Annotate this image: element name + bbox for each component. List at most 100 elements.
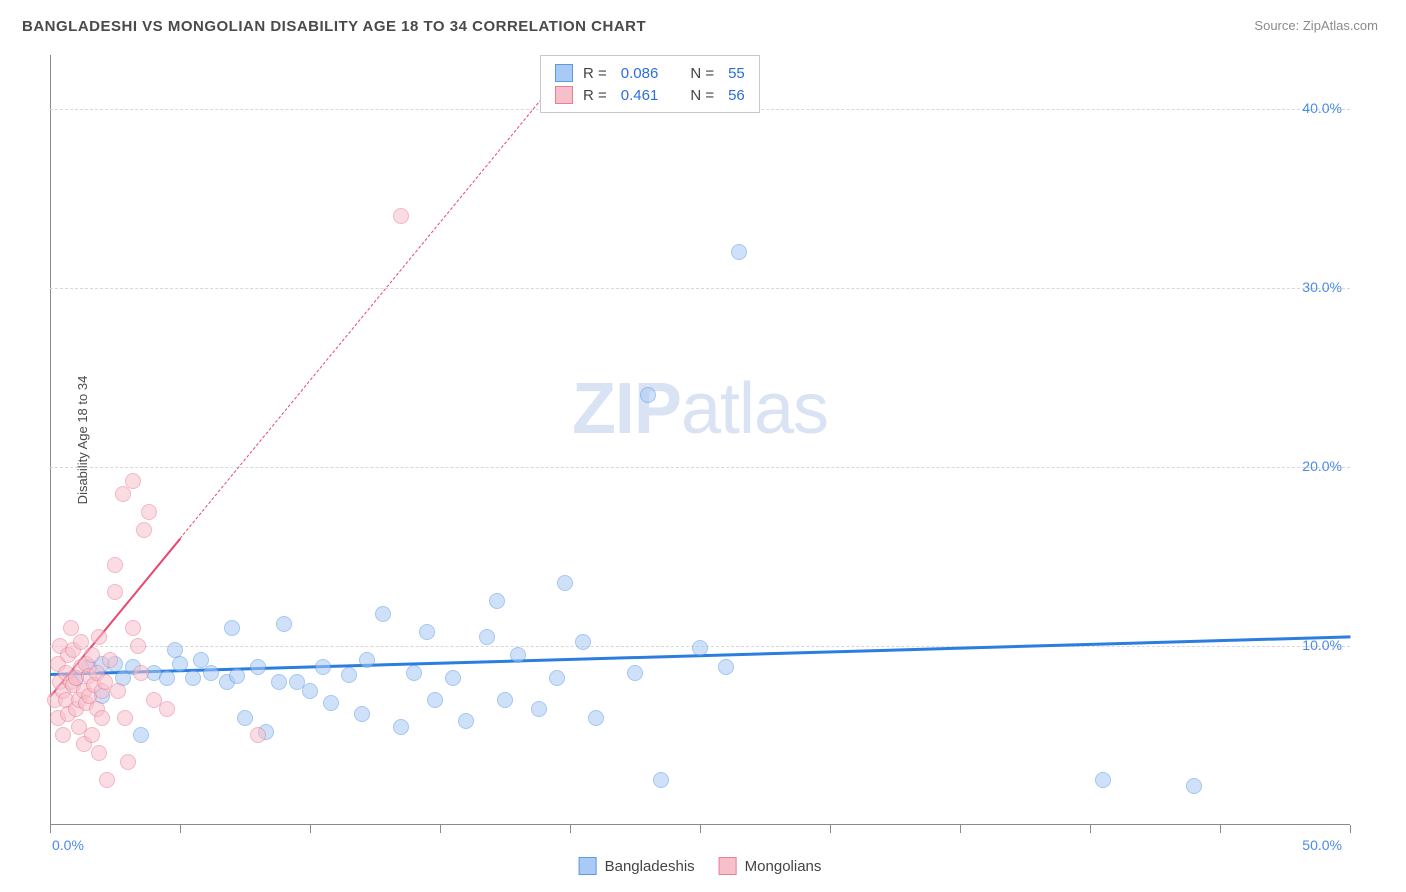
data-point-bangladeshis [479,629,495,645]
x-tick-mark [440,825,441,833]
data-point-bangladeshis [393,719,409,735]
x-tick-mark [180,825,181,833]
data-point-bangladeshis [229,668,245,684]
data-point-bangladeshis [458,713,474,729]
swatch-bangladeshis [555,64,573,82]
data-point-bangladeshis [237,710,253,726]
series-legend: Bangladeshis Mongolians [579,857,822,875]
data-point-bangladeshis [323,695,339,711]
x-tick-label: 0.0% [52,837,84,853]
swatch-mongolians [719,857,737,875]
data-point-bangladeshis [627,665,643,681]
data-point-mongolians [107,557,123,573]
chart-area: Disability Age 18 to 34 ZIPatlas 10.0%20… [50,55,1350,825]
data-point-mongolians [84,647,100,663]
data-point-bangladeshis [172,656,188,672]
data-point-bangladeshis [731,244,747,260]
source-attribution: Source: ZipAtlas.com [1254,18,1378,33]
data-point-bangladeshis [159,670,175,686]
data-point-bangladeshis [315,659,331,675]
n-label: N = [690,65,714,82]
x-tick-mark [960,825,961,833]
data-point-bangladeshis [1186,778,1202,794]
x-tick-mark [830,825,831,833]
data-point-mongolians [133,665,149,681]
data-point-mongolians [55,727,71,743]
data-point-mongolians [141,504,157,520]
x-tick-mark [1090,825,1091,833]
data-point-bangladeshis [575,634,591,650]
data-point-mongolians [107,584,123,600]
data-point-mongolians [125,473,141,489]
data-point-mongolians [120,754,136,770]
data-point-bangladeshis [489,593,505,609]
data-point-bangladeshis [718,659,734,675]
x-tick-mark [1350,825,1351,833]
data-point-bangladeshis [653,772,669,788]
data-point-mongolians [63,620,79,636]
stats-legend: R = 0.086 N = 55 R = 0.461 N = 56 [540,55,760,113]
data-point-mongolians [159,701,175,717]
data-point-bangladeshis [224,620,240,636]
y-tick-label: 30.0% [1302,279,1342,295]
plot-area: 10.0%20.0%30.0%40.0%0.0%50.0% [50,55,1350,825]
swatch-mongolians [555,86,573,104]
source-value: ZipAtlas.com [1303,18,1378,33]
data-point-bangladeshis [419,624,435,640]
data-point-bangladeshis [557,575,573,591]
gridline-h [50,467,1350,468]
legend-label-mongolians: Mongolians [745,858,822,875]
x-tick-mark [570,825,571,833]
data-point-mongolians [91,629,107,645]
data-point-mongolians [125,620,141,636]
swatch-bangladeshis [579,857,597,875]
x-tick-mark [700,825,701,833]
legend-item-bangladeshis: Bangladeshis [579,857,695,875]
data-point-bangladeshis [250,659,266,675]
x-tick-mark [50,825,51,833]
data-point-bangladeshis [185,670,201,686]
y-tick-label: 40.0% [1302,100,1342,116]
data-point-bangladeshis [302,683,318,699]
data-point-bangladeshis [531,701,547,717]
data-point-bangladeshis [359,652,375,668]
legend-label-bangladeshis: Bangladeshis [605,858,695,875]
n-value-mongolians: 56 [728,87,745,104]
data-point-mongolians [250,727,266,743]
y-axis-line [50,55,51,825]
data-point-bangladeshis [510,647,526,663]
data-point-bangladeshis [1095,772,1111,788]
x-tick-mark [1220,825,1221,833]
data-point-mongolians [84,727,100,743]
data-point-bangladeshis [276,616,292,632]
n-label: N = [690,87,714,104]
data-point-bangladeshis [497,692,513,708]
data-point-mongolians [91,745,107,761]
data-point-bangladeshis [692,640,708,656]
r-label: R = [583,87,607,104]
data-point-bangladeshis [341,667,357,683]
data-point-mongolians [102,652,118,668]
r-label: R = [583,65,607,82]
data-point-mongolians [117,710,133,726]
data-point-bangladeshis [588,710,604,726]
legend-item-mongolians: Mongolians [719,857,822,875]
data-point-bangladeshis [445,670,461,686]
x-tick-label: 50.0% [1302,837,1342,853]
n-value-bangladeshis: 55 [728,65,745,82]
source-label: Source: [1254,18,1299,33]
data-point-bangladeshis [203,665,219,681]
data-point-mongolians [110,683,126,699]
gridline-h [50,288,1350,289]
data-point-bangladeshis [354,706,370,722]
data-point-bangladeshis [549,670,565,686]
data-point-bangladeshis [640,387,656,403]
data-point-mongolians [393,208,409,224]
data-point-bangladeshis [133,727,149,743]
data-point-mongolians [136,522,152,538]
data-point-bangladeshis [427,692,443,708]
data-point-bangladeshis [271,674,287,690]
stats-row-mongolians: R = 0.461 N = 56 [555,84,745,106]
r-value-mongolians: 0.461 [621,87,659,104]
data-point-mongolians [99,772,115,788]
